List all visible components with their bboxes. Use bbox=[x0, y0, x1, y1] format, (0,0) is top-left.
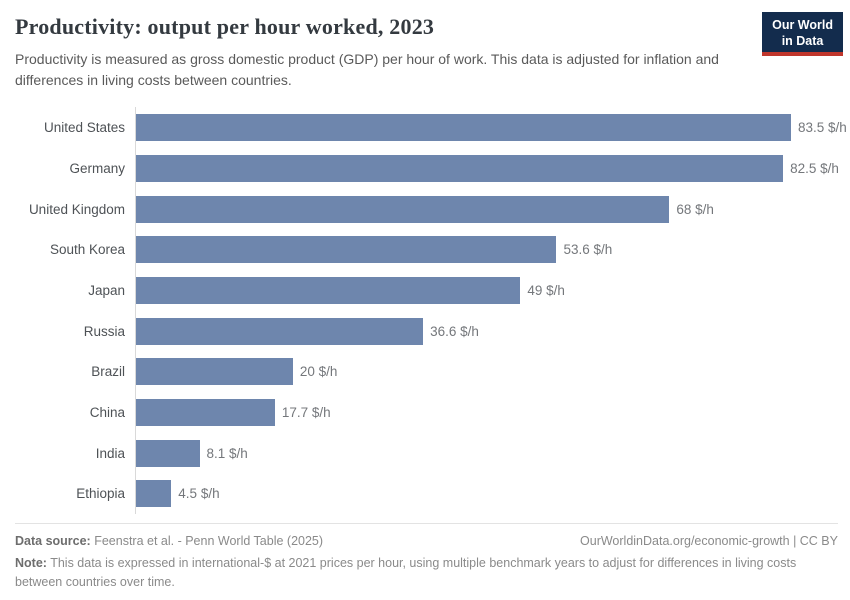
bar-row: India 8.1 $/h bbox=[15, 432, 838, 474]
bar[interactable] bbox=[136, 114, 791, 142]
bar[interactable] bbox=[136, 480, 172, 508]
value-label: 8.1 $/h bbox=[206, 445, 248, 461]
value-label: 17.7 $/h bbox=[281, 405, 331, 421]
value-label: 49 $/h bbox=[527, 282, 565, 298]
bar-row: Ethiopia 4.5 $/h bbox=[15, 473, 838, 515]
bar-row: China 17.7 $/h bbox=[15, 392, 838, 433]
bar-track: 4.5 $/h bbox=[135, 473, 838, 515]
bar[interactable] bbox=[136, 195, 670, 223]
logo-line-2: in Data bbox=[781, 34, 824, 48]
country-label: Germany bbox=[69, 160, 125, 176]
footer-note: Note: This data is expressed in internat… bbox=[15, 554, 837, 590]
footer-source-row: Data source: Feenstra et al. - Penn Worl… bbox=[15, 532, 838, 550]
logo-line-1: Our World bbox=[772, 18, 833, 32]
bar[interactable] bbox=[136, 399, 275, 427]
bar-track: 36.6 $/h bbox=[135, 310, 838, 352]
note-label: Note: bbox=[15, 556, 47, 571]
bar-track: 83.5 $/h bbox=[135, 107, 847, 149]
data-source-text: Feenstra et al. - Penn World Table (2025… bbox=[90, 534, 324, 549]
bar[interactable] bbox=[136, 236, 557, 264]
bar-row: Germany 82.5 $/h bbox=[15, 148, 839, 189]
country-label: South Korea bbox=[49, 242, 125, 258]
chart-footer: Data source: Feenstra et al. - Penn Worl… bbox=[15, 523, 838, 590]
bar-chart: United States 83.5 $/h Germany 82.5 $/h Unit… bbox=[15, 103, 847, 520]
bar-track: 82.5 $/h bbox=[135, 148, 839, 189]
value-label: 53.6 $/h bbox=[563, 242, 613, 258]
value-label: 20 $/h bbox=[299, 364, 338, 380]
bar-track: 17.7 $/h bbox=[135, 392, 838, 433]
country-label: Russia bbox=[83, 323, 125, 339]
bar-track: 20 $/h bbox=[135, 351, 838, 393]
country-label: United States bbox=[43, 120, 125, 136]
owid-logo[interactable]: Our World in Data bbox=[762, 12, 843, 56]
bar-row: United Kingdom 68 $/h bbox=[15, 188, 838, 230]
country-label: United Kingdom bbox=[28, 201, 125, 217]
bar[interactable] bbox=[136, 439, 200, 467]
bar[interactable] bbox=[136, 358, 293, 386]
note-text: This data is expressed in international-… bbox=[15, 556, 797, 589]
value-label: 83.5 $/h bbox=[798, 120, 847, 136]
bar-row: Japan 49 $/h bbox=[15, 270, 838, 311]
country-label: India bbox=[95, 445, 125, 461]
value-label: 36.6 $/h bbox=[430, 323, 479, 339]
bar-row: Brazil 20 $/h bbox=[15, 351, 838, 393]
value-label: 4.5 $/h bbox=[178, 486, 220, 502]
bar[interactable] bbox=[136, 154, 784, 182]
bar-track: 53.6 $/h bbox=[135, 229, 838, 271]
bar-track: 8.1 $/h bbox=[135, 432, 838, 474]
bar-row: Russia 36.6 $/h bbox=[15, 310, 838, 352]
data-source-label: Data source: bbox=[15, 534, 91, 549]
bar-row: United States 83.5 $/h bbox=[15, 107, 847, 149]
chart-plot-area: United States 83.5 $/h Germany 82.5 $/h Unit… bbox=[15, 103, 847, 520]
bar[interactable] bbox=[136, 276, 521, 304]
value-label: 68 $/h bbox=[676, 201, 714, 217]
bar[interactable] bbox=[136, 317, 424, 345]
page-title: Productivity: output per hour worked, 20… bbox=[15, 14, 435, 39]
country-label: Ethiopia bbox=[76, 486, 125, 502]
country-label: Japan bbox=[88, 282, 125, 298]
country-label: China bbox=[89, 405, 125, 421]
bar-row: South Korea 53.6 $/h bbox=[15, 229, 838, 271]
value-label: 82.5 $/h bbox=[790, 160, 839, 176]
owid-url-link[interactable]: OurWorldinData.org/economic-growth | CC … bbox=[580, 534, 838, 549]
country-label: Brazil bbox=[91, 364, 125, 380]
bar-track: 49 $/h bbox=[135, 270, 838, 311]
chart-subtitle: Productivity is measured as gross domest… bbox=[15, 51, 719, 89]
data-source: Data source: Feenstra et al. - Penn Worl… bbox=[15, 532, 323, 550]
chart-header: Productivity: output per hour worked, 20… bbox=[15, 12, 843, 91]
bar-track: 68 $/h bbox=[135, 188, 838, 230]
